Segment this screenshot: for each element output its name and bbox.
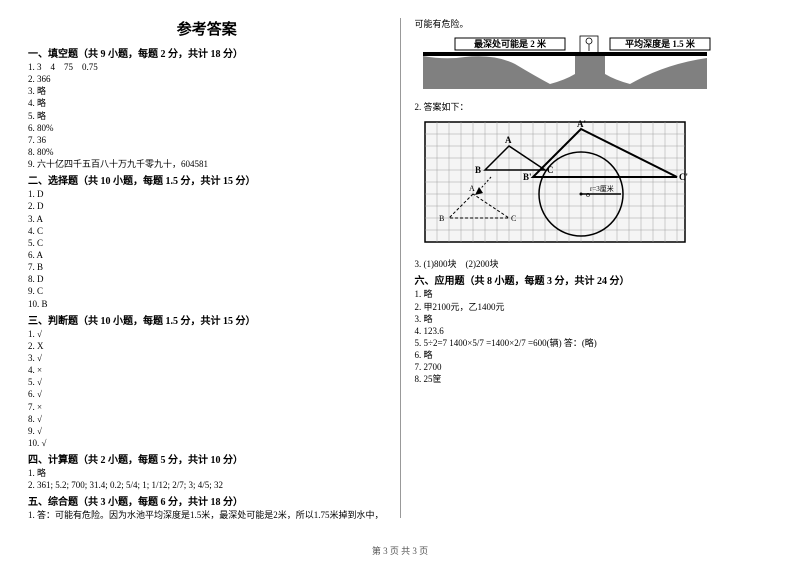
- s3-item: 10. √: [28, 437, 386, 449]
- s3-item: 4. ×: [28, 364, 386, 376]
- s1-item: 8. 80%: [28, 146, 386, 158]
- s1-item: 6. 80%: [28, 122, 386, 134]
- grid-diagram-svg: o A' C' B' A B C A B C: [415, 117, 695, 247]
- section-1-head: 一、填空题（共 9 小题，每题 2 分，共计 18 分）: [28, 45, 386, 60]
- label-C: C: [547, 165, 554, 175]
- section-2-head: 二、选择题（共 10 小题，每题 1.5 分，共计 15 分）: [28, 172, 386, 187]
- s2-item: 7. B: [28, 261, 386, 273]
- s3-item: 2. X: [28, 340, 386, 352]
- s6-item: 4. 123.6: [415, 325, 773, 337]
- s2-item: 3. A: [28, 213, 386, 225]
- page-title: 参考答案: [28, 18, 386, 39]
- s2-item: 10. B: [28, 298, 386, 310]
- grid-diagram: o A' C' B' A B C A B C: [415, 117, 773, 252]
- s2-item: 5. C: [28, 237, 386, 249]
- s6-item: 8. 25筐: [415, 373, 773, 385]
- svg-text:B: B: [439, 214, 444, 223]
- page-footer: 第 3 页 共 3 页: [0, 544, 800, 557]
- depth-label-right: 平均深度是 1.5 米: [625, 38, 696, 49]
- s1-item: 9. 六十亿四千五百八十万九千零九十，604581: [28, 158, 386, 170]
- s1-item: 1. 3 4 75 0.75: [28, 61, 386, 73]
- s2-item: 2. D: [28, 200, 386, 212]
- label-A1: A': [577, 119, 586, 129]
- section-5-head: 五、综合题（共 3 小题，每题 6 分，共计 18 分）: [28, 493, 386, 508]
- s5b-item: 2. 答案如下：: [415, 101, 773, 113]
- label-C1: C': [679, 172, 688, 182]
- s3-item: 3. √: [28, 352, 386, 364]
- column-divider: [400, 18, 401, 518]
- s4-item: 1. 略: [28, 467, 386, 479]
- s3-item: 7. ×: [28, 401, 386, 413]
- s3-item: 8. √: [28, 413, 386, 425]
- right-column: 可能有危险。 最深处可能是 2 米 平均深度是 1.5 米 2. 答案如下：: [415, 18, 773, 518]
- left-column: 参考答案 一、填空题（共 9 小题，每题 2 分，共计 18 分） 1. 3 4…: [28, 18, 386, 518]
- s6-item: 1. 略: [415, 288, 773, 300]
- s3-item: 5. √: [28, 376, 386, 388]
- s1-item: 2. 366: [28, 73, 386, 85]
- s2-item: 4. C: [28, 225, 386, 237]
- s3-item: 1. √: [28, 328, 386, 340]
- section-3-head: 三、判断题（共 10 小题，每题 1.5 分，共计 15 分）: [28, 312, 386, 327]
- section-4-head: 四、计算题（共 2 小题，每题 5 分，共计 10 分）: [28, 451, 386, 466]
- s6-item: 6. 略: [415, 349, 773, 361]
- s2-item: 6. A: [28, 249, 386, 261]
- label-B: B: [475, 165, 481, 175]
- svg-text:r=3厘米: r=3厘米: [590, 184, 614, 193]
- s4-item: 2. 361; 5.2; 700; 31.4; 0.2; 5/4; 1; 1/1…: [28, 479, 386, 491]
- label-A: A: [505, 135, 512, 145]
- s1-item: 4. 略: [28, 97, 386, 109]
- s3-item: 6. √: [28, 388, 386, 400]
- section-6-head: 六、应用题（共 8 小题，每题 3 分，共计 24 分）: [415, 272, 773, 287]
- s6-item: 2. 甲2100元，乙1400元: [415, 301, 773, 313]
- s6-item: 5. 5÷2=7 1400×5/7 =1400×2/7 =600(辆) 答：(略…: [415, 337, 773, 349]
- depth-label-left: 最深处可能是 2 米: [473, 38, 546, 49]
- svg-text:C: C: [511, 214, 516, 223]
- label-B1: B': [523, 172, 532, 182]
- two-column-layout: 参考答案 一、填空题（共 9 小题，每题 2 分，共计 18 分） 1. 3 4…: [28, 18, 772, 518]
- s5b-item: 3. (1)800块 (2)200块: [415, 258, 773, 270]
- s2-item: 1. D: [28, 188, 386, 200]
- s2-item: 8. D: [28, 273, 386, 285]
- s5-item: 1. 答：可能有危险。因为水池平均深度是1.5米，最深处可能是2米，所以1.75…: [28, 509, 386, 521]
- s1-item: 3. 略: [28, 85, 386, 97]
- s1-item: 7. 36: [28, 134, 386, 146]
- s6-item: 3. 略: [415, 313, 773, 325]
- s6-item: 7. 2700: [415, 361, 773, 373]
- depth-diagram-svg: 最深处可能是 2 米 平均深度是 1.5 米: [415, 34, 715, 90]
- s5b-item: 可能有危险。: [415, 18, 773, 30]
- s3-item: 9. √: [28, 425, 386, 437]
- svg-text:A: A: [469, 184, 475, 193]
- s1-item: 5. 略: [28, 110, 386, 122]
- s2-item: 9. C: [28, 285, 386, 297]
- depth-diagram: 最深处可能是 2 米 平均深度是 1.5 米: [415, 34, 773, 95]
